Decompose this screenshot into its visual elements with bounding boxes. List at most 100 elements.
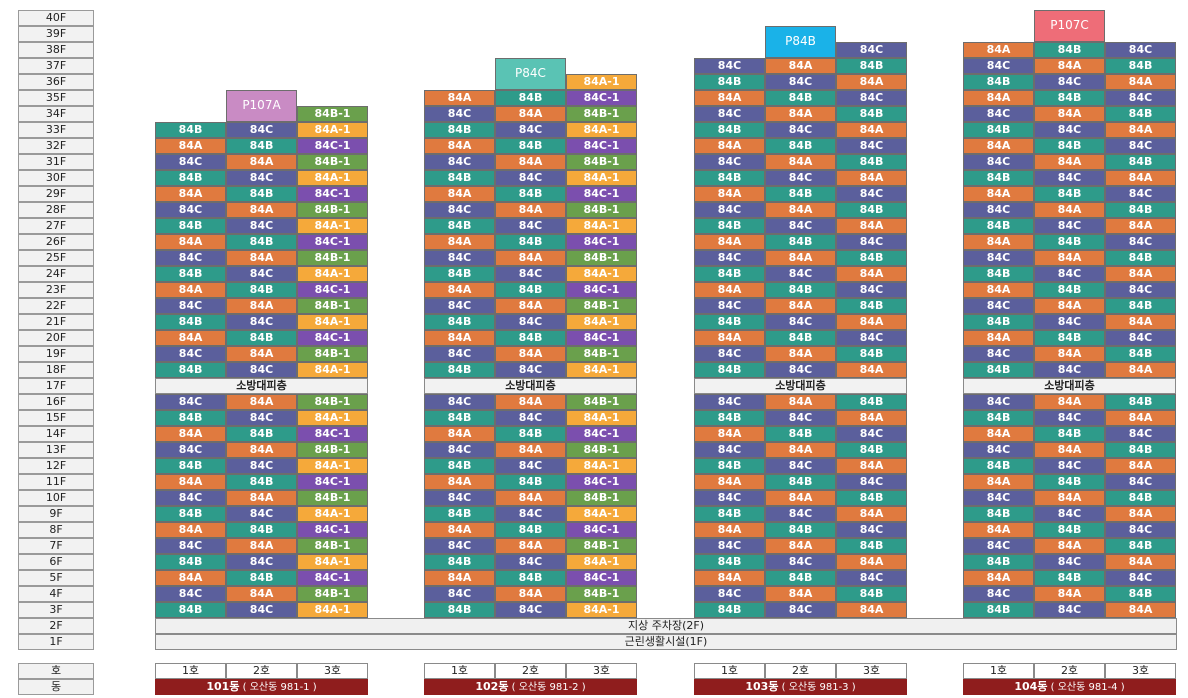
- unit-101-25f-2[interactable]: 84A: [226, 250, 297, 266]
- unit-102-34f-3[interactable]: 84B-1: [566, 106, 637, 122]
- unit-103-4f-2[interactable]: 84A: [765, 586, 836, 602]
- unit-103-23f-1[interactable]: 84A: [694, 282, 765, 298]
- unit-104-33f-2[interactable]: 84C: [1034, 122, 1105, 138]
- unit-103-24f-2[interactable]: 84C: [765, 266, 836, 282]
- unit-102-3f-2[interactable]: 84C: [495, 602, 566, 618]
- unit-103-10f-1[interactable]: 84C: [694, 490, 765, 506]
- unit-104-4f-3[interactable]: 84B: [1105, 586, 1176, 602]
- unit-103-19f-2[interactable]: 84A: [765, 346, 836, 362]
- unit-102-12f-1[interactable]: 84B: [424, 458, 495, 474]
- unit-104-7f-1[interactable]: 84C: [963, 538, 1034, 554]
- unit-104-20f-3[interactable]: 84C: [1105, 330, 1176, 346]
- unit-102-18f-3[interactable]: 84A-1: [566, 362, 637, 378]
- unit-104-6f-1[interactable]: 84B: [963, 554, 1034, 570]
- unit-101-28f-3[interactable]: 84B-1: [297, 202, 368, 218]
- unit-104-12f-2[interactable]: 84C: [1034, 458, 1105, 474]
- unit-103-36f-2[interactable]: 84C: [765, 74, 836, 90]
- unit-103-15f-3[interactable]: 84A: [836, 410, 907, 426]
- unit-103-5f-3[interactable]: 84C: [836, 570, 907, 586]
- unit-103-7f-2[interactable]: 84A: [765, 538, 836, 554]
- unit-101-15f-3[interactable]: 84A-1: [297, 410, 368, 426]
- unit-101-9f-3[interactable]: 84A-1: [297, 506, 368, 522]
- unit-102-9f-3[interactable]: 84A-1: [566, 506, 637, 522]
- unit-104-19f-2[interactable]: 84A: [1034, 346, 1105, 362]
- unit-103-15f-1[interactable]: 84B: [694, 410, 765, 426]
- unit-103-16f-3[interactable]: 84B: [836, 394, 907, 410]
- unit-103-14f-1[interactable]: 84A: [694, 426, 765, 442]
- unit-103-10f-2[interactable]: 84A: [765, 490, 836, 506]
- unit-102-9f-2[interactable]: 84C: [495, 506, 566, 522]
- unit-104-32f-2[interactable]: 84B: [1034, 138, 1105, 154]
- unit-103-7f-1[interactable]: 84C: [694, 538, 765, 554]
- unit-101-18f-1[interactable]: 84B: [155, 362, 226, 378]
- unit-102-33f-2[interactable]: 84C: [495, 122, 566, 138]
- unit-101-21f-3[interactable]: 84A-1: [297, 314, 368, 330]
- unit-104-6f-2[interactable]: 84C: [1034, 554, 1105, 570]
- unit-102-19f-2[interactable]: 84A: [495, 346, 566, 362]
- unit-102-16f-2[interactable]: 84A: [495, 394, 566, 410]
- unit-101-23f-1[interactable]: 84A: [155, 282, 226, 298]
- unit-101-19f-1[interactable]: 84C: [155, 346, 226, 362]
- unit-104-31f-3[interactable]: 84B: [1105, 154, 1176, 170]
- unit-101-14f-3[interactable]: 84C-1: [297, 426, 368, 442]
- unit-104-35f-1[interactable]: 84A: [963, 90, 1034, 106]
- unit-101-13f-2[interactable]: 84A: [226, 442, 297, 458]
- unit-103-25f-2[interactable]: 84A: [765, 250, 836, 266]
- unit-102-11f-3[interactable]: 84C-1: [566, 474, 637, 490]
- unit-104-8f-3[interactable]: 84C: [1105, 522, 1176, 538]
- unit-102-8f-2[interactable]: 84B: [495, 522, 566, 538]
- unit-104-18f-3[interactable]: 84A: [1105, 362, 1176, 378]
- unit-102-26f-3[interactable]: 84C-1: [566, 234, 637, 250]
- unit-103-38f-3[interactable]: 84C: [836, 42, 907, 58]
- unit-101-33f-2[interactable]: 84C: [226, 122, 297, 138]
- unit-103-37f-1[interactable]: 84C: [694, 58, 765, 74]
- unit-102-7f-3[interactable]: 84B-1: [566, 538, 637, 554]
- unit-104-21f-2[interactable]: 84C: [1034, 314, 1105, 330]
- unit-102-11f-1[interactable]: 84A: [424, 474, 495, 490]
- unit-102-7f-1[interactable]: 84C: [424, 538, 495, 554]
- unit-103-6f-3[interactable]: 84A: [836, 554, 907, 570]
- unit-101-29f-1[interactable]: 84A: [155, 186, 226, 202]
- unit-101-20f-3[interactable]: 84C-1: [297, 330, 368, 346]
- unit-104-3f-3[interactable]: 84A: [1105, 602, 1176, 618]
- unit-104-32f-1[interactable]: 84A: [963, 138, 1034, 154]
- unit-103-27f-2[interactable]: 84C: [765, 218, 836, 234]
- unit-102-30f-1[interactable]: 84B: [424, 170, 495, 186]
- unit-103-37f-2[interactable]: 84A: [765, 58, 836, 74]
- unit-103-3f-2[interactable]: 84C: [765, 602, 836, 618]
- unit-103-22f-1[interactable]: 84C: [694, 298, 765, 314]
- unit-103-23f-2[interactable]: 84B: [765, 282, 836, 298]
- unit-103-25f-3[interactable]: 84B: [836, 250, 907, 266]
- unit-101-9f-1[interactable]: 84B: [155, 506, 226, 522]
- unit-101-20f-2[interactable]: 84B: [226, 330, 297, 346]
- unit-103-35f-1[interactable]: 84A: [694, 90, 765, 106]
- unit-103-24f-1[interactable]: 84B: [694, 266, 765, 282]
- unit-103-28f-2[interactable]: 84A: [765, 202, 836, 218]
- unit-103-13f-2[interactable]: 84A: [765, 442, 836, 458]
- unit-101-30f-2[interactable]: 84C: [226, 170, 297, 186]
- unit-101-29f-2[interactable]: 84B: [226, 186, 297, 202]
- unit-101-13f-3[interactable]: 84B-1: [297, 442, 368, 458]
- unit-102-31f-3[interactable]: 84B-1: [566, 154, 637, 170]
- unit-101-6f-2[interactable]: 84C: [226, 554, 297, 570]
- unit-104-31f-2[interactable]: 84A: [1034, 154, 1105, 170]
- unit-101-18f-3[interactable]: 84A-1: [297, 362, 368, 378]
- unit-103-6f-2[interactable]: 84C: [765, 554, 836, 570]
- unit-102-24f-3[interactable]: 84A-1: [566, 266, 637, 282]
- unit-102-13f-2[interactable]: 84A: [495, 442, 566, 458]
- unit-104-16f-1[interactable]: 84C: [963, 394, 1034, 410]
- unit-104-31f-1[interactable]: 84C: [963, 154, 1034, 170]
- unit-104-16f-3[interactable]: 84B: [1105, 394, 1176, 410]
- unit-101-30f-3[interactable]: 84A-1: [297, 170, 368, 186]
- unit-101-31f-2[interactable]: 84A: [226, 154, 297, 170]
- unit-104-14f-2[interactable]: 84B: [1034, 426, 1105, 442]
- unit-101-26f-3[interactable]: 84C-1: [297, 234, 368, 250]
- unit-104-7f-3[interactable]: 84B: [1105, 538, 1176, 554]
- unit-104-6f-3[interactable]: 84A: [1105, 554, 1176, 570]
- unit-101-18f-2[interactable]: 84C: [226, 362, 297, 378]
- unit-102-34f-2[interactable]: 84A: [495, 106, 566, 122]
- unit-102-22f-2[interactable]: 84A: [495, 298, 566, 314]
- unit-102-25f-1[interactable]: 84C: [424, 250, 495, 266]
- unit-104-33f-1[interactable]: 84B: [963, 122, 1034, 138]
- unit-102-21f-3[interactable]: 84A-1: [566, 314, 637, 330]
